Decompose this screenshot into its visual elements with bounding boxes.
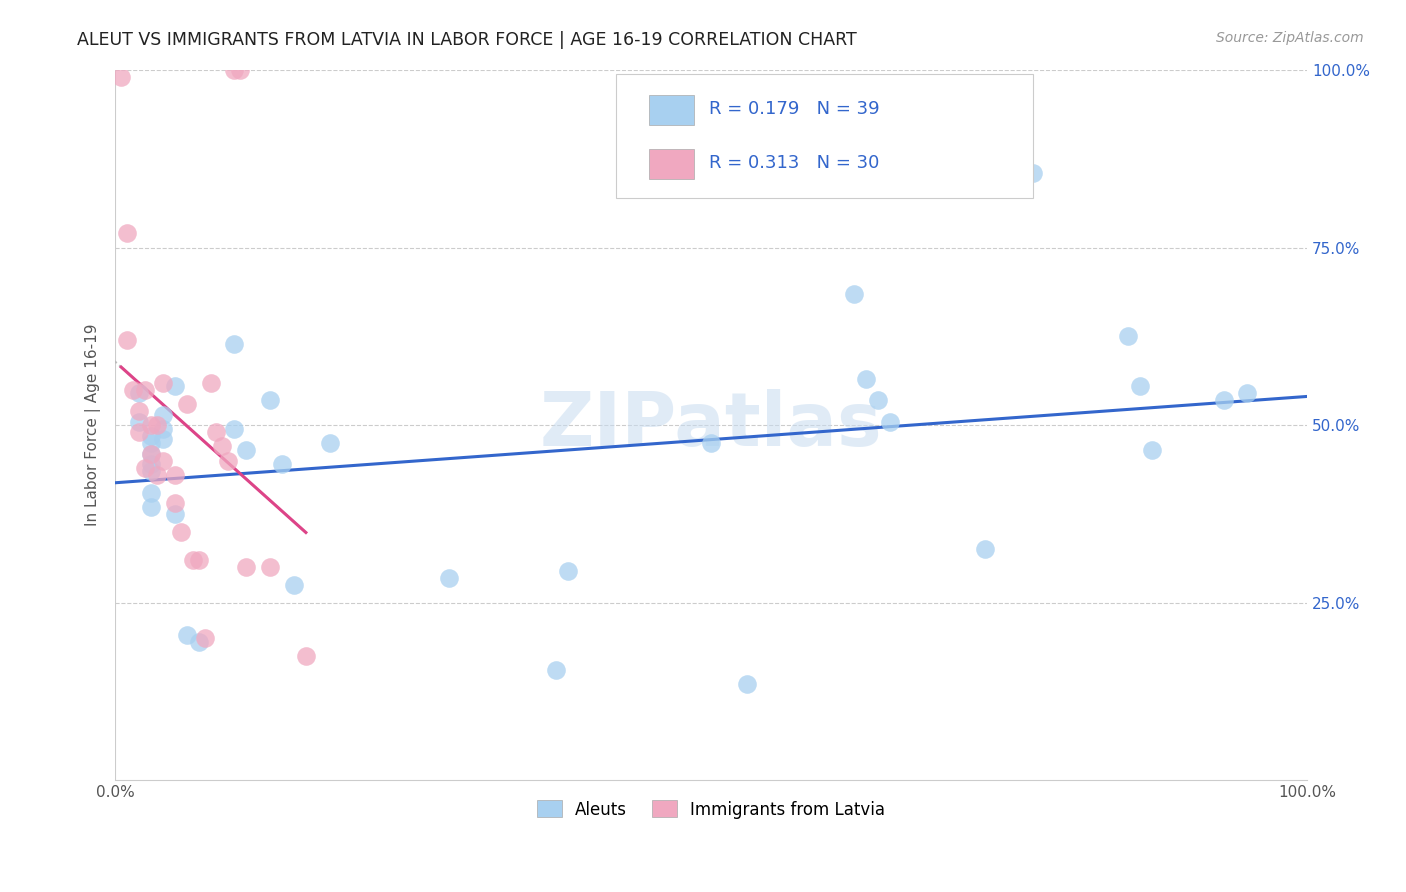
Point — [205, 425, 228, 440]
Point — [152, 376, 174, 390]
Point — [700, 436, 723, 450]
Point — [224, 336, 246, 351]
Point — [139, 500, 162, 514]
Point — [139, 457, 162, 471]
Point — [295, 648, 318, 663]
Point — [879, 415, 901, 429]
Point — [163, 496, 186, 510]
Point — [134, 383, 156, 397]
Point — [1236, 386, 1258, 401]
Point — [1140, 443, 1163, 458]
Point — [1116, 329, 1139, 343]
Text: ALEUT VS IMMIGRANTS FROM LATVIA IN LABOR FORCE | AGE 16-19 CORRELATION CHART: ALEUT VS IMMIGRANTS FROM LATVIA IN LABOR… — [77, 31, 858, 49]
Point — [139, 436, 162, 450]
Point — [1212, 393, 1234, 408]
Point — [134, 460, 156, 475]
Point — [122, 383, 145, 397]
Y-axis label: In Labor Force | Age 16-19: In Labor Force | Age 16-19 — [86, 324, 101, 526]
Point — [139, 485, 162, 500]
Point — [163, 467, 186, 482]
Point — [176, 628, 198, 642]
Point — [224, 63, 246, 78]
Point — [319, 436, 342, 450]
Text: R = 0.179   N = 39: R = 0.179 N = 39 — [709, 100, 879, 118]
Point — [163, 507, 186, 521]
Point — [128, 386, 150, 401]
Bar — [650, 95, 695, 125]
Point — [146, 467, 169, 482]
Point — [283, 578, 305, 592]
Point — [139, 447, 162, 461]
Point — [842, 286, 865, 301]
Point — [152, 408, 174, 422]
Point — [115, 333, 138, 347]
Point — [194, 632, 217, 646]
Point — [437, 571, 460, 585]
Point — [139, 464, 162, 478]
Point — [115, 227, 138, 241]
Point — [217, 453, 239, 467]
Point — [259, 560, 281, 574]
Point — [271, 457, 294, 471]
Point — [229, 63, 252, 78]
Text: ZIPatlas: ZIPatlas — [540, 389, 883, 462]
Point — [557, 564, 579, 578]
Point — [546, 663, 568, 677]
Point — [152, 453, 174, 467]
Point — [128, 415, 150, 429]
Point — [974, 542, 997, 557]
Point — [735, 677, 758, 691]
Point — [170, 524, 193, 539]
Point — [181, 553, 204, 567]
Point — [146, 418, 169, 433]
Point — [152, 433, 174, 447]
Point — [211, 440, 233, 454]
Point — [224, 422, 246, 436]
Point — [128, 425, 150, 440]
Point — [200, 376, 222, 390]
Point — [176, 397, 198, 411]
Text: R = 0.313   N = 30: R = 0.313 N = 30 — [709, 154, 879, 172]
Point — [152, 422, 174, 436]
Legend: Aleuts, Immigrants from Latvia: Aleuts, Immigrants from Latvia — [530, 794, 893, 825]
Bar — [650, 149, 695, 178]
Point — [235, 443, 257, 458]
Point — [187, 553, 209, 567]
Point — [139, 429, 162, 443]
FancyBboxPatch shape — [616, 74, 1033, 198]
Point — [110, 70, 132, 85]
Point — [163, 379, 186, 393]
Text: Source: ZipAtlas.com: Source: ZipAtlas.com — [1216, 31, 1364, 45]
Point — [855, 372, 877, 386]
Point — [259, 393, 281, 408]
Point — [235, 560, 257, 574]
Point — [128, 404, 150, 418]
Point — [139, 447, 162, 461]
Point — [187, 635, 209, 649]
Point — [1022, 166, 1045, 180]
Point — [866, 393, 889, 408]
Point — [1129, 379, 1152, 393]
Point — [139, 418, 162, 433]
